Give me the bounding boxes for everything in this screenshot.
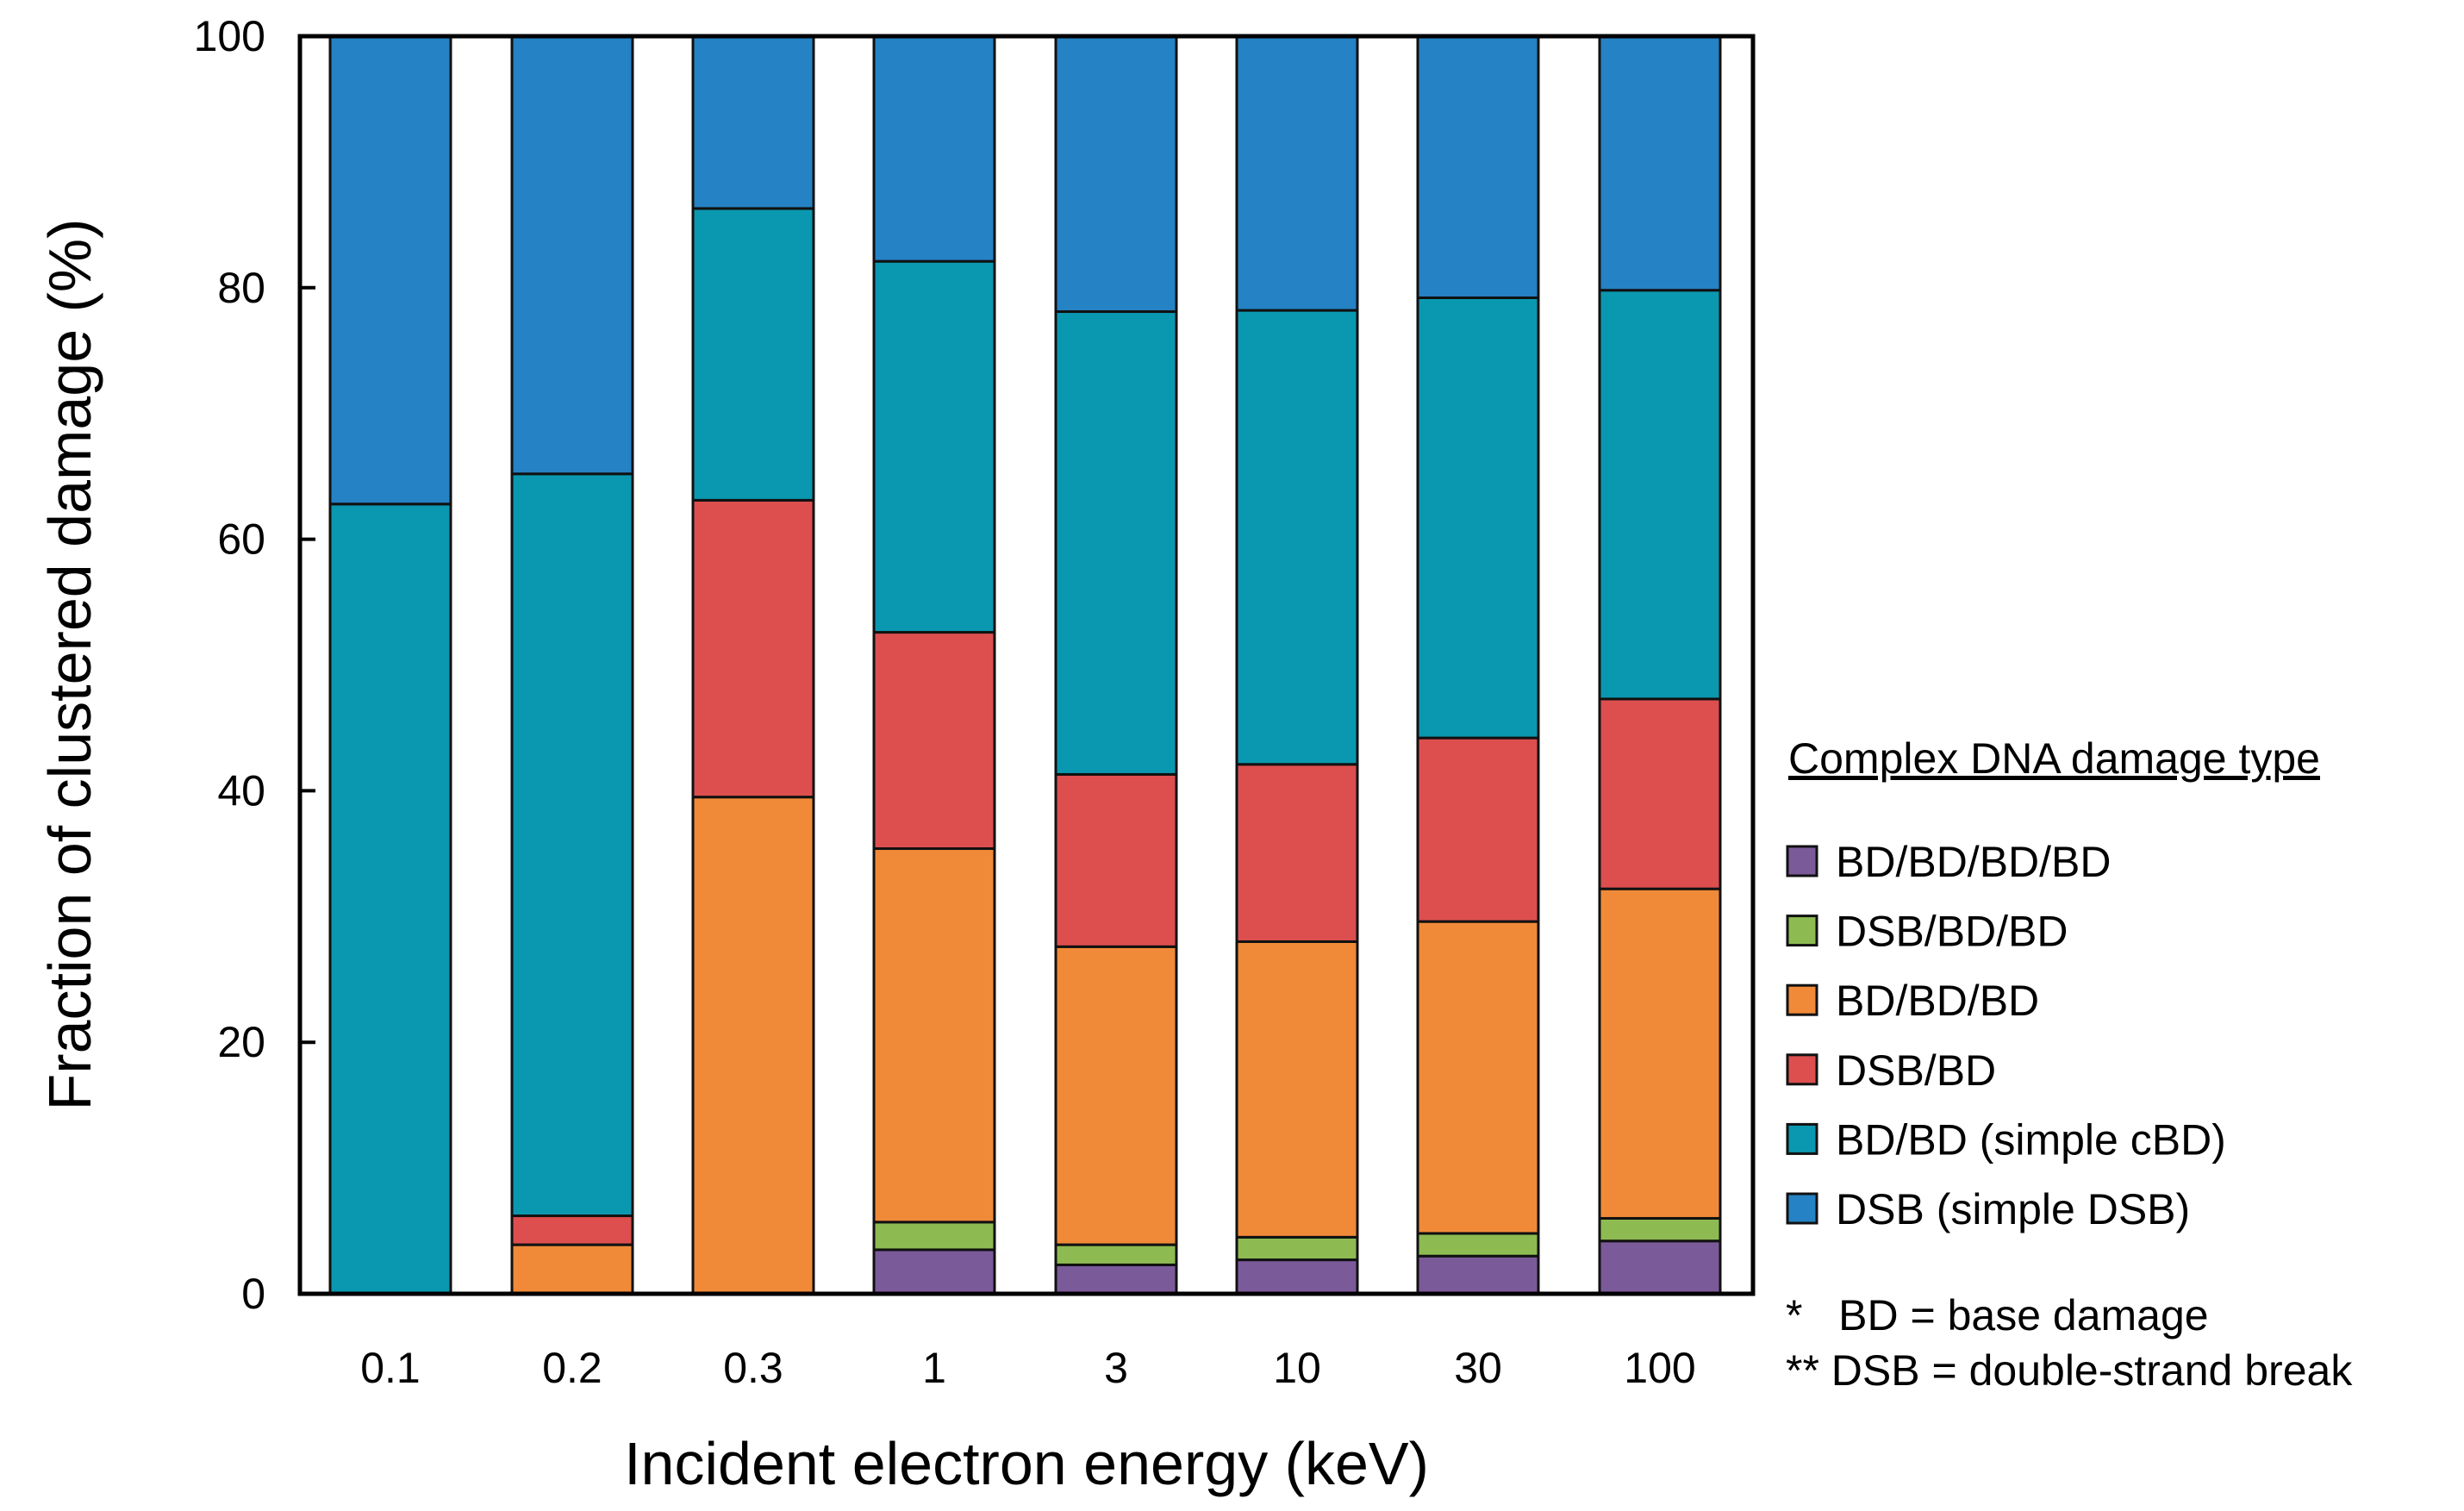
bar-segment-dsb-bd-1 xyxy=(872,631,996,851)
bar-segment-dsb-bd-100 xyxy=(1598,697,1722,890)
bar-stack-0.2 xyxy=(510,34,634,1296)
legend-label: BD/BD/BD xyxy=(1836,977,2039,1025)
bar-stack-0.1 xyxy=(328,34,452,1296)
bar-segment-dsb-simple-dsb--30 xyxy=(1416,34,1540,299)
bar-segment-bd-bd-bd-bd-3 xyxy=(1054,1263,1178,1296)
legend-swatch xyxy=(1786,983,1818,1016)
bar-segment-dsb-bd-bd-30 xyxy=(1416,1232,1540,1258)
bar-segment-dsb-simple-dsb--10 xyxy=(1235,34,1359,312)
x-tick-label-100: 100 xyxy=(1624,1344,1695,1392)
bar-stack-0.3 xyxy=(691,34,815,1296)
legend-swatch xyxy=(1786,1122,1818,1155)
x-tick-label-1: 1 xyxy=(922,1344,946,1392)
legend-item: DSB (simple DSB) xyxy=(1786,1185,2190,1233)
bar-segment-bd-bd-bd-1 xyxy=(872,847,996,1224)
legend-title: Complex DNA damage type xyxy=(1788,734,2320,783)
bar-segment-bd-bd-simple-cbd--1 xyxy=(872,259,996,634)
bar-stack-100 xyxy=(1598,34,1722,1296)
bar-segment-bd-bd-bd-30 xyxy=(1416,920,1540,1235)
bar-segment-dsb-simple-dsb--0.3 xyxy=(691,34,815,210)
legend-item: BD/BD/BD/BD xyxy=(1786,838,2112,886)
y-tick-label-0: 0 xyxy=(241,1270,265,1318)
bar-segment-bd-bd-bd-0.3 xyxy=(691,796,815,1296)
bar-segment-dsb-bd-bd-10 xyxy=(1235,1235,1359,1262)
y-tick-label-20: 20 xyxy=(217,1018,265,1066)
y-tick-label-60: 60 xyxy=(217,515,265,564)
bar-segment-bd-bd-bd-0.2 xyxy=(510,1243,634,1296)
x-tick-label-0.1: 0.1 xyxy=(360,1344,421,1392)
note-dsb: ** DSB = double-strand break xyxy=(1786,1346,2353,1395)
x-tick-label-10: 10 xyxy=(1273,1344,1321,1392)
legend: Complex DNA damage type BD/BD/BD/BD DSB/B… xyxy=(1786,734,2320,1233)
bar-segment-bd-bd-bd-bd-30 xyxy=(1416,1254,1540,1296)
bar-segment-dsb-bd-0.3 xyxy=(691,498,815,799)
legend-item: BD/BD/BD xyxy=(1786,977,2039,1025)
bar-segment-dsb-simple-dsb--3 xyxy=(1054,34,1178,314)
legend-item: DSB/BD xyxy=(1786,1046,1996,1095)
bar-segment-bd-bd-bd-100 xyxy=(1598,887,1722,1220)
bar-stack-30 xyxy=(1416,34,1540,1296)
legend-item: DSB/BD/BD xyxy=(1786,908,2068,956)
legend-label: DSB (simple DSB) xyxy=(1836,1185,2190,1233)
bar-segment-dsb-bd-30 xyxy=(1416,736,1540,923)
legend-label: BD/BD (simple cBD) xyxy=(1836,1115,2226,1164)
x-tick-label-3: 3 xyxy=(1104,1344,1128,1392)
legend-label: DSB/BD/BD xyxy=(1836,908,2068,956)
plot-frame xyxy=(297,34,1756,1296)
legend-swatch xyxy=(1786,915,1818,947)
footnotes: * BD = base damage ** DSB = double-stran… xyxy=(1786,1291,2353,1395)
legend-swatch xyxy=(1786,845,1818,877)
legend-label: BD/BD/BD/BD xyxy=(1836,838,2112,886)
bar-segment-bd-bd-bd-10 xyxy=(1235,940,1359,1239)
bar-segment-dsb-bd-3 xyxy=(1054,772,1178,948)
x-tick-label-30: 30 xyxy=(1454,1344,1502,1392)
bars-layer xyxy=(328,34,1722,1296)
x-axis-title: Incident electron energy (keV) xyxy=(624,1430,1429,1497)
bar-segment-dsb-simple-dsb--0.1 xyxy=(328,34,452,506)
y-axis-title: Fraction of clustered damage (%) xyxy=(36,219,103,1111)
bar-segment-dsb-bd-0.2 xyxy=(510,1214,634,1246)
bar-segment-bd-bd-simple-cbd--100 xyxy=(1598,289,1722,701)
x-tick-label-0.2: 0.2 xyxy=(542,1344,602,1392)
y-tick-label-40: 40 xyxy=(217,766,265,815)
bar-segment-bd-bd-simple-cbd--0.1 xyxy=(328,503,452,1296)
bar-segment-bd-bd-simple-cbd--0.2 xyxy=(510,472,634,1218)
x-tick-label-0.3: 0.3 xyxy=(723,1344,783,1392)
bar-segment-dsb-bd-bd-1 xyxy=(872,1221,996,1252)
y-tick-label-80: 80 xyxy=(217,264,265,312)
bar-segment-bd-bd-bd-bd-10 xyxy=(1235,1258,1359,1296)
bar-segment-bd-bd-simple-cbd--10 xyxy=(1235,309,1359,766)
bar-segment-bd-bd-simple-cbd--0.3 xyxy=(691,207,815,502)
bar-segment-dsb-bd-bd-3 xyxy=(1054,1243,1178,1266)
bar-segment-bd-bd-simple-cbd--30 xyxy=(1416,296,1540,740)
bar-stack-1 xyxy=(872,34,996,1296)
bar-segment-dsb-simple-dsb--1 xyxy=(872,34,996,263)
bar-segment-dsb-bd-bd-100 xyxy=(1598,1216,1722,1243)
bar-segment-dsb-bd-10 xyxy=(1235,763,1359,943)
legend-swatch xyxy=(1786,1192,1818,1225)
bar-stack-3 xyxy=(1054,34,1178,1296)
bar-stack-10 xyxy=(1235,34,1359,1296)
bar-segment-bd-bd-bd-3 xyxy=(1054,945,1178,1246)
bar-segment-dsb-simple-dsb--100 xyxy=(1598,34,1722,292)
y-axis-ticks: 0 20 40 60 80 100 xyxy=(194,12,315,1318)
legend-item: BD/BD (simple cBD) xyxy=(1786,1115,2226,1164)
y-tick-label-100: 100 xyxy=(194,12,265,60)
legend-label: DSB/BD xyxy=(1836,1046,1996,1095)
bar-segment-bd-bd-bd-bd-100 xyxy=(1598,1239,1722,1296)
note-bd: * BD = base damage xyxy=(1786,1291,2209,1339)
bar-segment-bd-bd-bd-bd-1 xyxy=(872,1248,996,1296)
legend-swatch xyxy=(1786,1053,1818,1086)
x-axis-ticks: 0.1 0.2 0.3 1 3 10 30 100 xyxy=(360,1344,1695,1392)
bar-segment-bd-bd-simple-cbd--3 xyxy=(1054,310,1178,776)
bar-segment-dsb-simple-dsb--0.2 xyxy=(510,34,634,476)
